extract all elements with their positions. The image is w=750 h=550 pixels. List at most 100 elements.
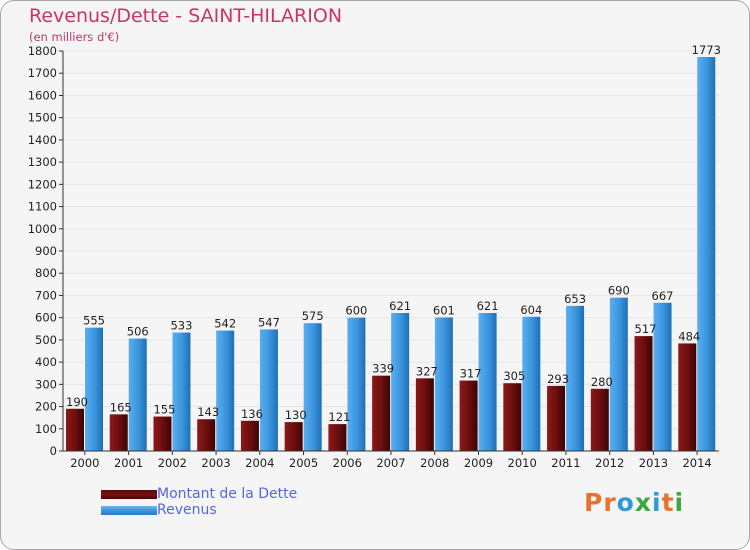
x-tick-label-2004: 2004: [245, 456, 274, 470]
bar-revenus-2000: [85, 327, 103, 451]
data-label-revenus-2010: 604: [520, 303, 542, 317]
bar-revenus-2008: [434, 317, 453, 451]
chart-subtitle: (en milliers d'€): [29, 30, 120, 44]
bar-dette-2011: [547, 385, 566, 451]
y-tick-label: 200: [35, 400, 57, 414]
x-tick-label-2012: 2012: [595, 456, 624, 470]
x-tick-label-2000: 2000: [70, 456, 99, 470]
bar-revenus-2012: [609, 297, 628, 451]
data-label-dette-2005: 130: [285, 408, 307, 422]
y-tick-label: 0: [50, 444, 57, 458]
y-tick-label: 500: [35, 333, 57, 347]
data-label-dette-2000: 190: [66, 395, 88, 409]
x-tick-label-2001: 2001: [114, 456, 143, 470]
bar-dette-2001: [109, 414, 128, 451]
y-tick-label: 1300: [28, 155, 57, 169]
bar-dette-2012: [590, 388, 609, 451]
y-tick-label: 800: [35, 266, 57, 280]
y-tick-label: 400: [35, 355, 57, 369]
x-tick-label-2006: 2006: [333, 456, 362, 470]
bar-revenus-2006: [347, 317, 366, 451]
bar-revenus-2005: [303, 323, 322, 451]
logo-letter: t: [661, 488, 675, 517]
data-label-dette-2003: 143: [197, 405, 219, 419]
x-tick-label-2013: 2013: [639, 456, 668, 470]
data-label-dette-2011: 293: [547, 372, 569, 386]
x-tick-label-2005: 2005: [289, 456, 318, 470]
bar-revenus-2011: [566, 305, 585, 451]
bar-dette-2005: [284, 422, 303, 451]
logo-letter: o: [616, 488, 635, 517]
logo-letter: i: [652, 488, 662, 517]
bar-dette-2014: [678, 343, 697, 451]
legend-item-revenus: Revenus: [101, 502, 297, 518]
x-tick-label-2011: 2011: [551, 456, 580, 470]
y-tick-label: 1200: [28, 177, 57, 191]
bar-dette-2000: [66, 408, 84, 451]
bar-dette-2003: [197, 419, 216, 451]
data-label-dette-2006: 121: [328, 410, 350, 424]
y-tick-label: 1000: [28, 222, 57, 236]
y-tick-label: 100: [35, 422, 57, 436]
bar-dette-2010: [503, 383, 522, 451]
data-label-revenus-2009: 621: [477, 299, 499, 313]
bar-revenus-2003: [216, 330, 235, 451]
data-label-revenus-2005: 575: [302, 309, 324, 323]
y-tick-label: 1400: [28, 133, 57, 147]
y-tick-label: 1500: [28, 111, 57, 125]
data-label-dette-2004: 136: [241, 407, 263, 421]
logo-letter: x: [634, 488, 652, 517]
legend-swatch-dette: [101, 489, 157, 499]
data-label-dette-2010: 305: [503, 369, 525, 383]
chart-title: Revenus/Dette - SAINT-HILARION: [29, 5, 343, 27]
legend-label-dette: Montant de la Dette: [157, 486, 298, 502]
legend-item-dette: Montant de la Dette: [101, 486, 297, 502]
data-label-revenus-2011: 653: [564, 292, 586, 306]
y-tick-label: 1800: [28, 44, 57, 58]
bar-dette-2002: [153, 416, 172, 451]
x-tick-label-2003: 2003: [201, 456, 230, 470]
proxiti-logo: Proxiti: [584, 488, 684, 517]
logo-letter: P: [584, 488, 604, 517]
bar-dette-2004: [240, 420, 259, 451]
data-label-revenus-2012: 690: [608, 284, 630, 298]
bar-revenus-2007: [391, 313, 410, 451]
x-tick-label-2008: 2008: [420, 456, 449, 470]
data-label-revenus-2001: 506: [127, 325, 149, 339]
x-tick-label-2002: 2002: [158, 456, 187, 470]
data-label-revenus-2006: 600: [345, 304, 367, 318]
bar-dette-2008: [415, 378, 434, 451]
data-label-revenus-2003: 542: [214, 317, 236, 331]
data-label-revenus-2008: 601: [433, 303, 455, 317]
y-tick-label: 1700: [28, 66, 57, 80]
data-label-dette-2014: 484: [678, 329, 700, 343]
chart-legend: Montant de la Dette Revenus: [101, 486, 297, 518]
bar-revenus-2013: [653, 302, 672, 451]
bar-revenus-2014: [697, 57, 716, 451]
data-label-revenus-2014: 1773: [692, 43, 721, 57]
y-tick-label: 1100: [28, 200, 57, 214]
data-label-dette-2012: 280: [591, 375, 613, 389]
data-label-revenus-2007: 621: [389, 299, 411, 313]
data-label-dette-2008: 327: [416, 364, 438, 378]
data-label-dette-2013: 517: [635, 322, 657, 336]
data-label-revenus-2013: 667: [652, 289, 674, 303]
data-label-dette-2009: 317: [460, 367, 482, 381]
y-tick-label: 1600: [28, 88, 57, 102]
logo-letter: i: [674, 488, 685, 517]
x-tick-label-2010: 2010: [508, 456, 537, 470]
data-label-revenus-2002: 533: [170, 319, 192, 333]
bar-revenus-2009: [478, 313, 497, 451]
y-tick-label: 600: [35, 311, 57, 325]
bar-revenus-2002: [172, 332, 191, 451]
x-tick-label-2009: 2009: [464, 456, 493, 470]
bar-revenus-2004: [259, 329, 278, 451]
legend-label-revenus: Revenus: [157, 502, 217, 518]
bar-dette-2007: [372, 375, 391, 451]
y-tick-label: 900: [35, 244, 57, 258]
data-label-dette-2001: 165: [110, 400, 132, 414]
legend-swatch-revenus: [101, 505, 157, 515]
bar-revenus-2010: [522, 316, 541, 451]
